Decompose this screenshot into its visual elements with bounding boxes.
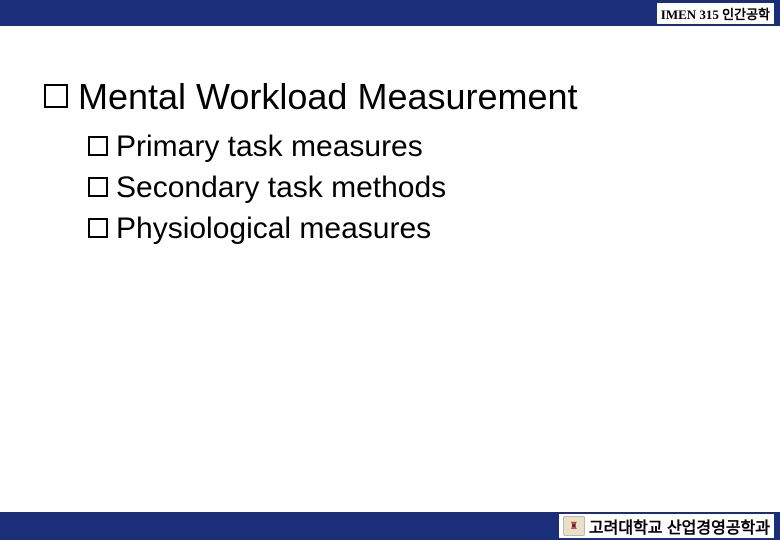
square-bullet-icon xyxy=(44,84,68,108)
university-logo-icon: ♜ xyxy=(563,516,585,536)
course-label: IMEN 315 인간공학 xyxy=(657,3,774,24)
footer-inner: ♜ 고려대학교 산업경영공학과 xyxy=(559,514,774,538)
square-bullet-icon xyxy=(88,218,108,238)
main-title: Mental Workload Measurement xyxy=(78,74,578,121)
list-item: Physiological measures xyxy=(88,209,736,248)
header-bar: IMEN 315 인간공학 xyxy=(0,0,780,26)
list-item: Primary task measures xyxy=(88,127,736,166)
sub-item-label: Secondary task methods xyxy=(116,168,446,207)
sub-item-label: Physiological measures xyxy=(116,209,431,248)
square-bullet-icon xyxy=(88,136,108,156)
sub-list: Primary task measures Secondary task met… xyxy=(88,127,736,248)
sub-item-label: Primary task measures xyxy=(116,127,423,166)
list-item: Secondary task methods xyxy=(88,168,736,207)
square-bullet-icon xyxy=(88,177,108,197)
slide-content: Mental Workload Measurement Primary task… xyxy=(0,26,780,248)
main-bullet: Mental Workload Measurement xyxy=(44,74,736,121)
institution-label: 고려대학교 산업경영공학과 xyxy=(589,514,770,538)
footer-bar: ♜ 고려대학교 산업경영공학과 xyxy=(0,512,780,540)
